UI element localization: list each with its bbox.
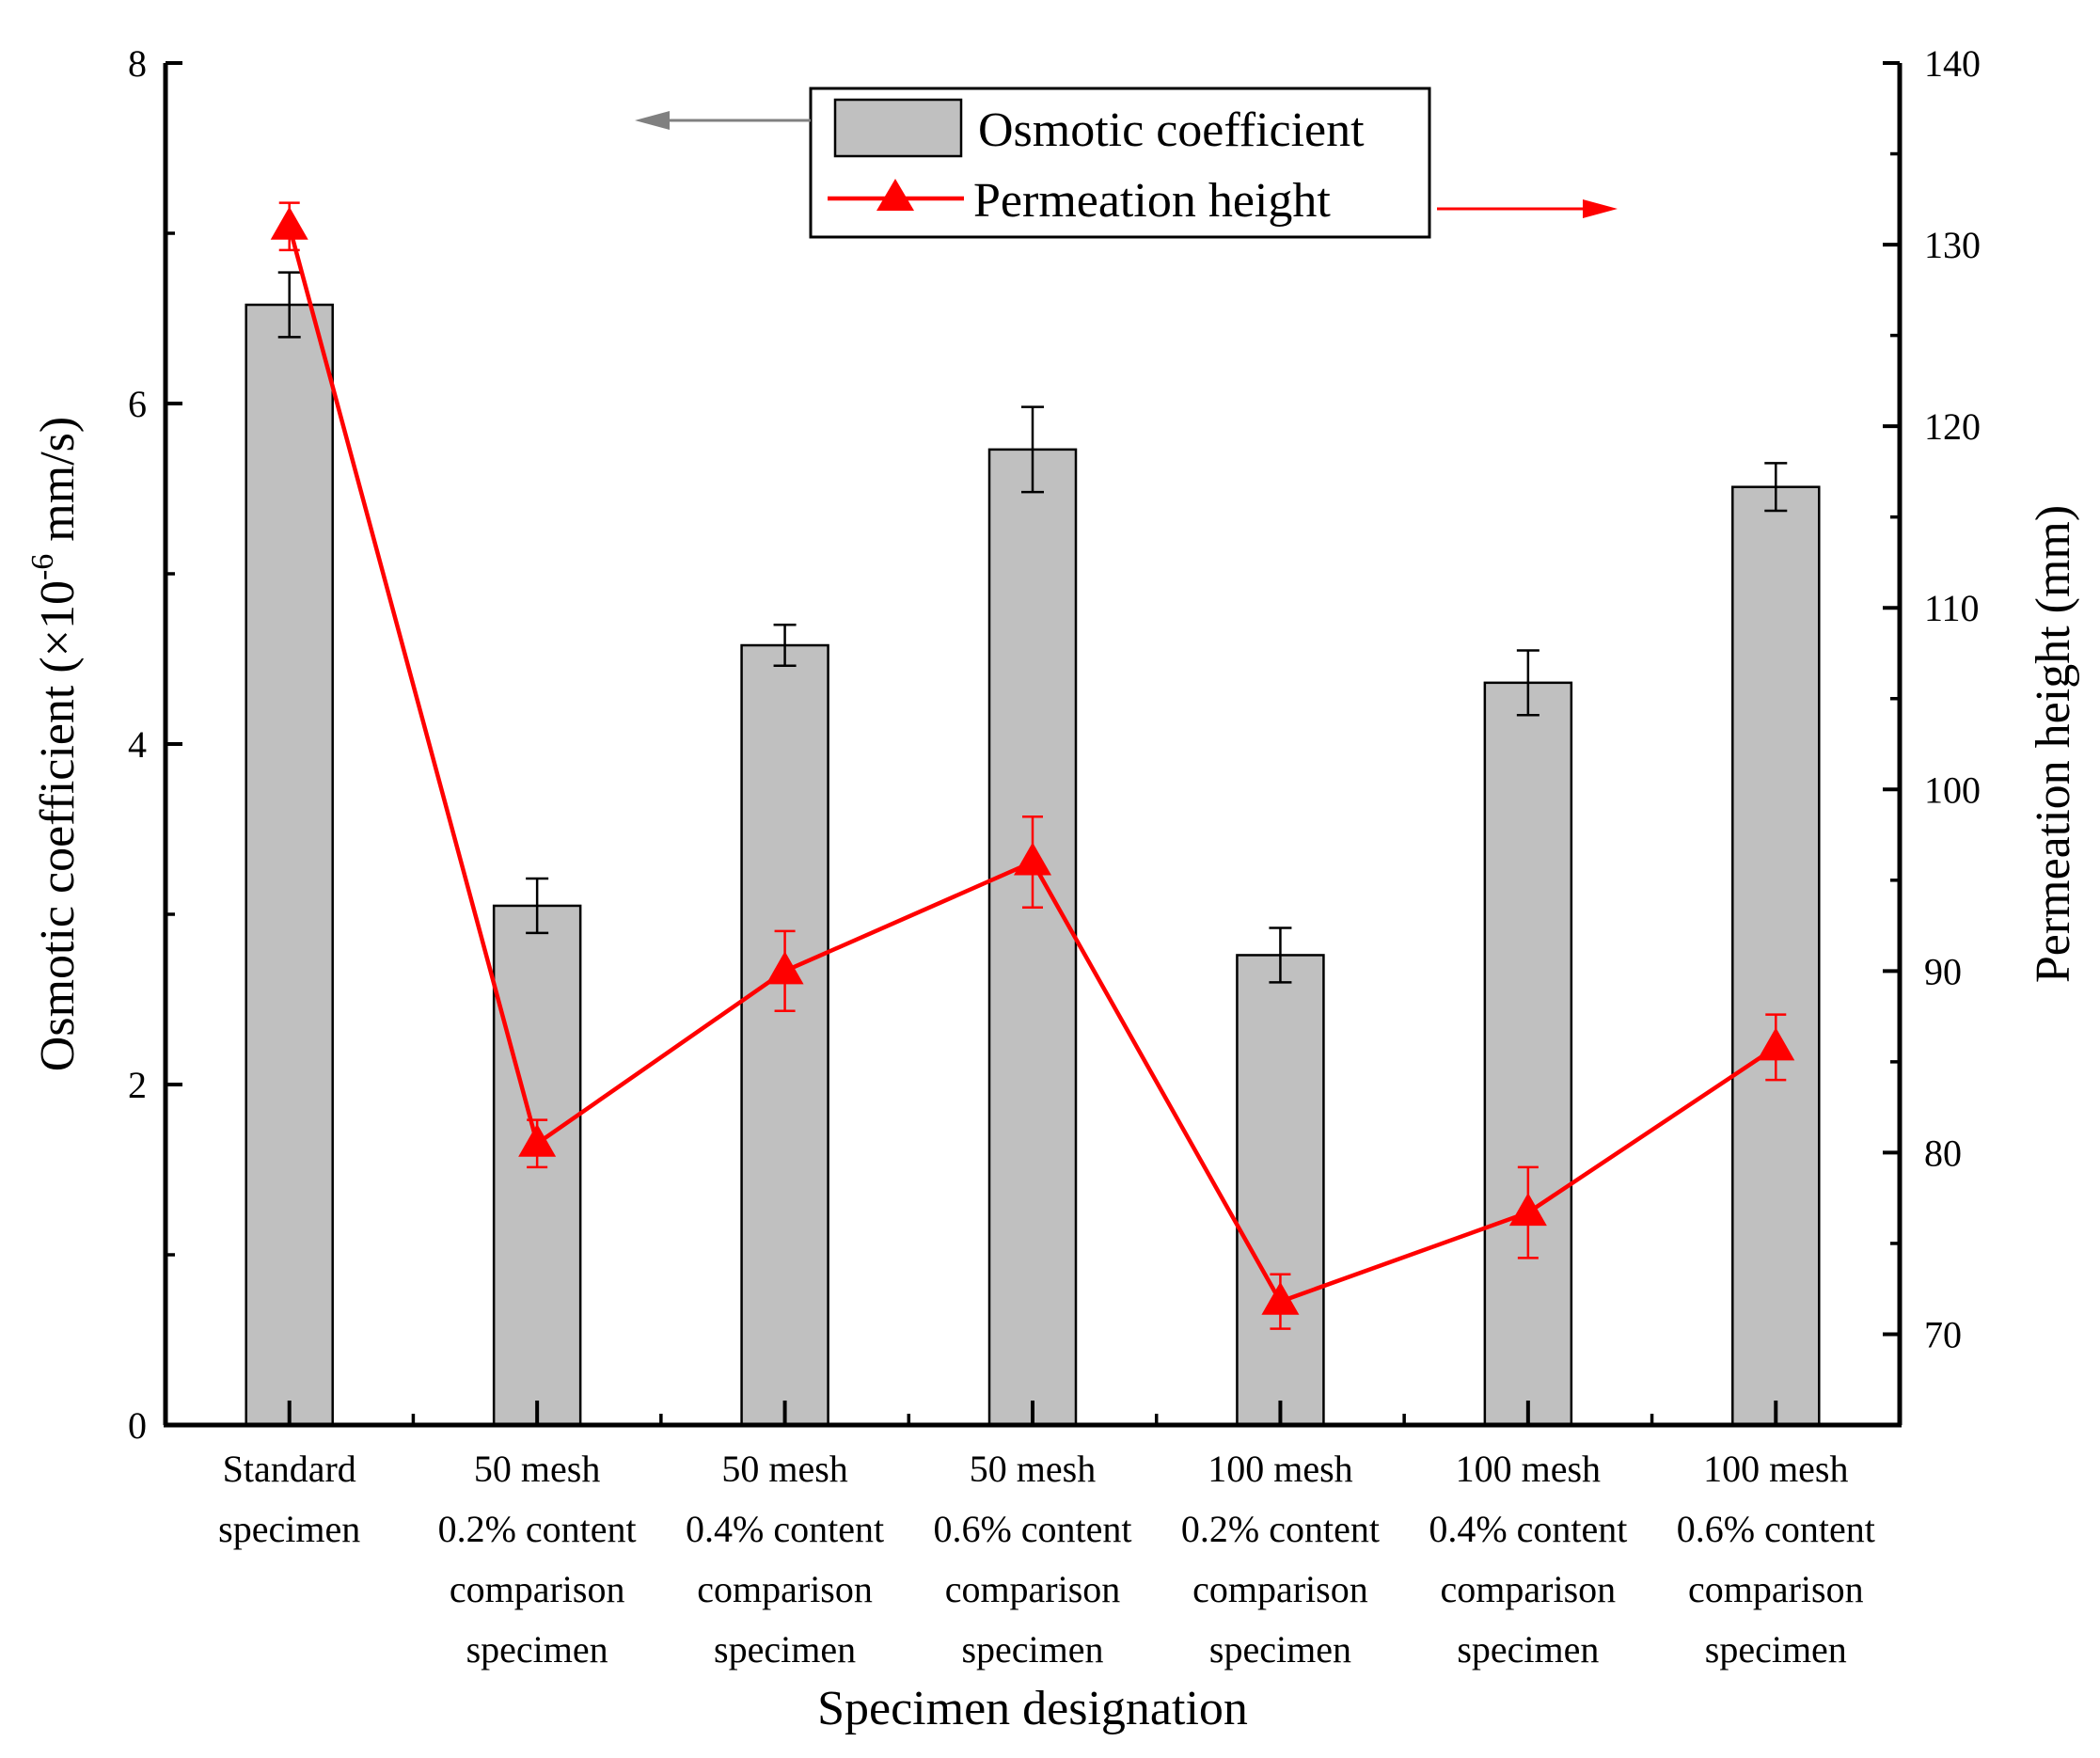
triangle-marker bbox=[766, 951, 804, 985]
right-tick-label: 80 bbox=[1924, 1132, 1962, 1174]
axes-layer bbox=[163, 61, 1903, 1428]
left-tick-label: 8 bbox=[128, 42, 147, 85]
right-tick-label: 130 bbox=[1924, 224, 1981, 266]
triangle-marker bbox=[1261, 1281, 1300, 1315]
category-label: comparison bbox=[450, 1568, 625, 1610]
bar bbox=[1731, 485, 1821, 1427]
category-label: comparison bbox=[945, 1568, 1121, 1610]
bar bbox=[987, 448, 1078, 1427]
left-axis-title-prefix: Osmotic coefficient (×10 bbox=[31, 580, 85, 1071]
bar bbox=[740, 643, 829, 1427]
category-label: Standard bbox=[223, 1448, 356, 1490]
category-label: comparison bbox=[697, 1568, 873, 1610]
category-label: specimen bbox=[1209, 1628, 1351, 1671]
right-tick-label: 120 bbox=[1924, 405, 1981, 448]
category-label: specimen bbox=[714, 1628, 856, 1671]
triangle-marker bbox=[1508, 1193, 1547, 1227]
left-axis-title-sup: -6 bbox=[25, 554, 60, 580]
right-tick-label: 140 bbox=[1924, 42, 1981, 85]
category-label: 100 mesh bbox=[1456, 1448, 1601, 1490]
legend-label-permeation: Permeation height bbox=[973, 174, 1331, 228]
category-label: 100 mesh bbox=[1703, 1448, 1848, 1490]
category-label: 0.4% content bbox=[686, 1508, 884, 1550]
bar bbox=[1483, 681, 1573, 1427]
category-label: comparison bbox=[1192, 1568, 1368, 1610]
category-label: specimen bbox=[218, 1508, 360, 1550]
category-label: specimen bbox=[1457, 1628, 1599, 1671]
category-label: specimen bbox=[961, 1628, 1103, 1671]
bars-layer bbox=[245, 271, 1821, 1427]
legend-triangle-icon bbox=[876, 179, 914, 211]
category-label: 0.4% content bbox=[1429, 1508, 1627, 1550]
triangle-marker bbox=[518, 1123, 557, 1157]
line-layer bbox=[270, 201, 1795, 1330]
category-label: 50 mesh bbox=[721, 1448, 847, 1490]
legend: Osmotic coefficient Permeation height bbox=[635, 87, 1618, 239]
legend-label-osmotic: Osmotic coefficient bbox=[978, 103, 1365, 157]
labels-layer: 0 2 4 6 8 70 80 90 100 110 120 130 140 Standard specim… bbox=[25, 42, 2080, 1735]
category-label: comparison bbox=[1688, 1568, 1864, 1610]
left-tick-label: 0 bbox=[128, 1404, 147, 1447]
category-label: 50 mesh bbox=[474, 1448, 600, 1490]
category-label: 0.2% content bbox=[1181, 1508, 1380, 1550]
category-label: specimen bbox=[466, 1628, 608, 1671]
category-label: 0.2% content bbox=[438, 1508, 637, 1550]
category-label: 0.6% content bbox=[1677, 1508, 1875, 1550]
left-tick-label: 6 bbox=[128, 383, 147, 425]
triangle-marker bbox=[270, 206, 308, 240]
category-label: 0.6% content bbox=[933, 1508, 1131, 1550]
right-tick-label: 70 bbox=[1924, 1313, 1962, 1355]
category-label: comparison bbox=[1441, 1568, 1617, 1610]
category-label: 100 mesh bbox=[1208, 1448, 1352, 1490]
left-arrowhead-icon bbox=[635, 111, 670, 130]
category-label: 50 mesh bbox=[970, 1448, 1096, 1490]
right-tick-label: 110 bbox=[1924, 587, 1980, 629]
right-tick-label: 90 bbox=[1924, 950, 1962, 992]
category-label: specimen bbox=[1705, 1628, 1847, 1671]
right-axis-title: Permeation height (mm) bbox=[2027, 505, 2080, 983]
left-tick-label: 2 bbox=[128, 1064, 147, 1106]
triangle-marker bbox=[1014, 842, 1051, 876]
left-tick-label: 4 bbox=[128, 723, 147, 766]
right-arrowhead-icon bbox=[1583, 199, 1618, 218]
triangle-marker bbox=[1757, 1027, 1795, 1061]
left-axis-title: Osmotic coefficient (×10-6 mm/s) bbox=[25, 417, 85, 1071]
left-axis-title-suffix: mm/s) bbox=[31, 417, 85, 554]
bar bbox=[1236, 954, 1325, 1427]
bar bbox=[245, 303, 334, 1427]
legend-bar-swatch bbox=[833, 98, 963, 158]
right-tick-label: 100 bbox=[1924, 768, 1981, 811]
x-axis-title: Specimen designation bbox=[817, 1682, 1248, 1735]
